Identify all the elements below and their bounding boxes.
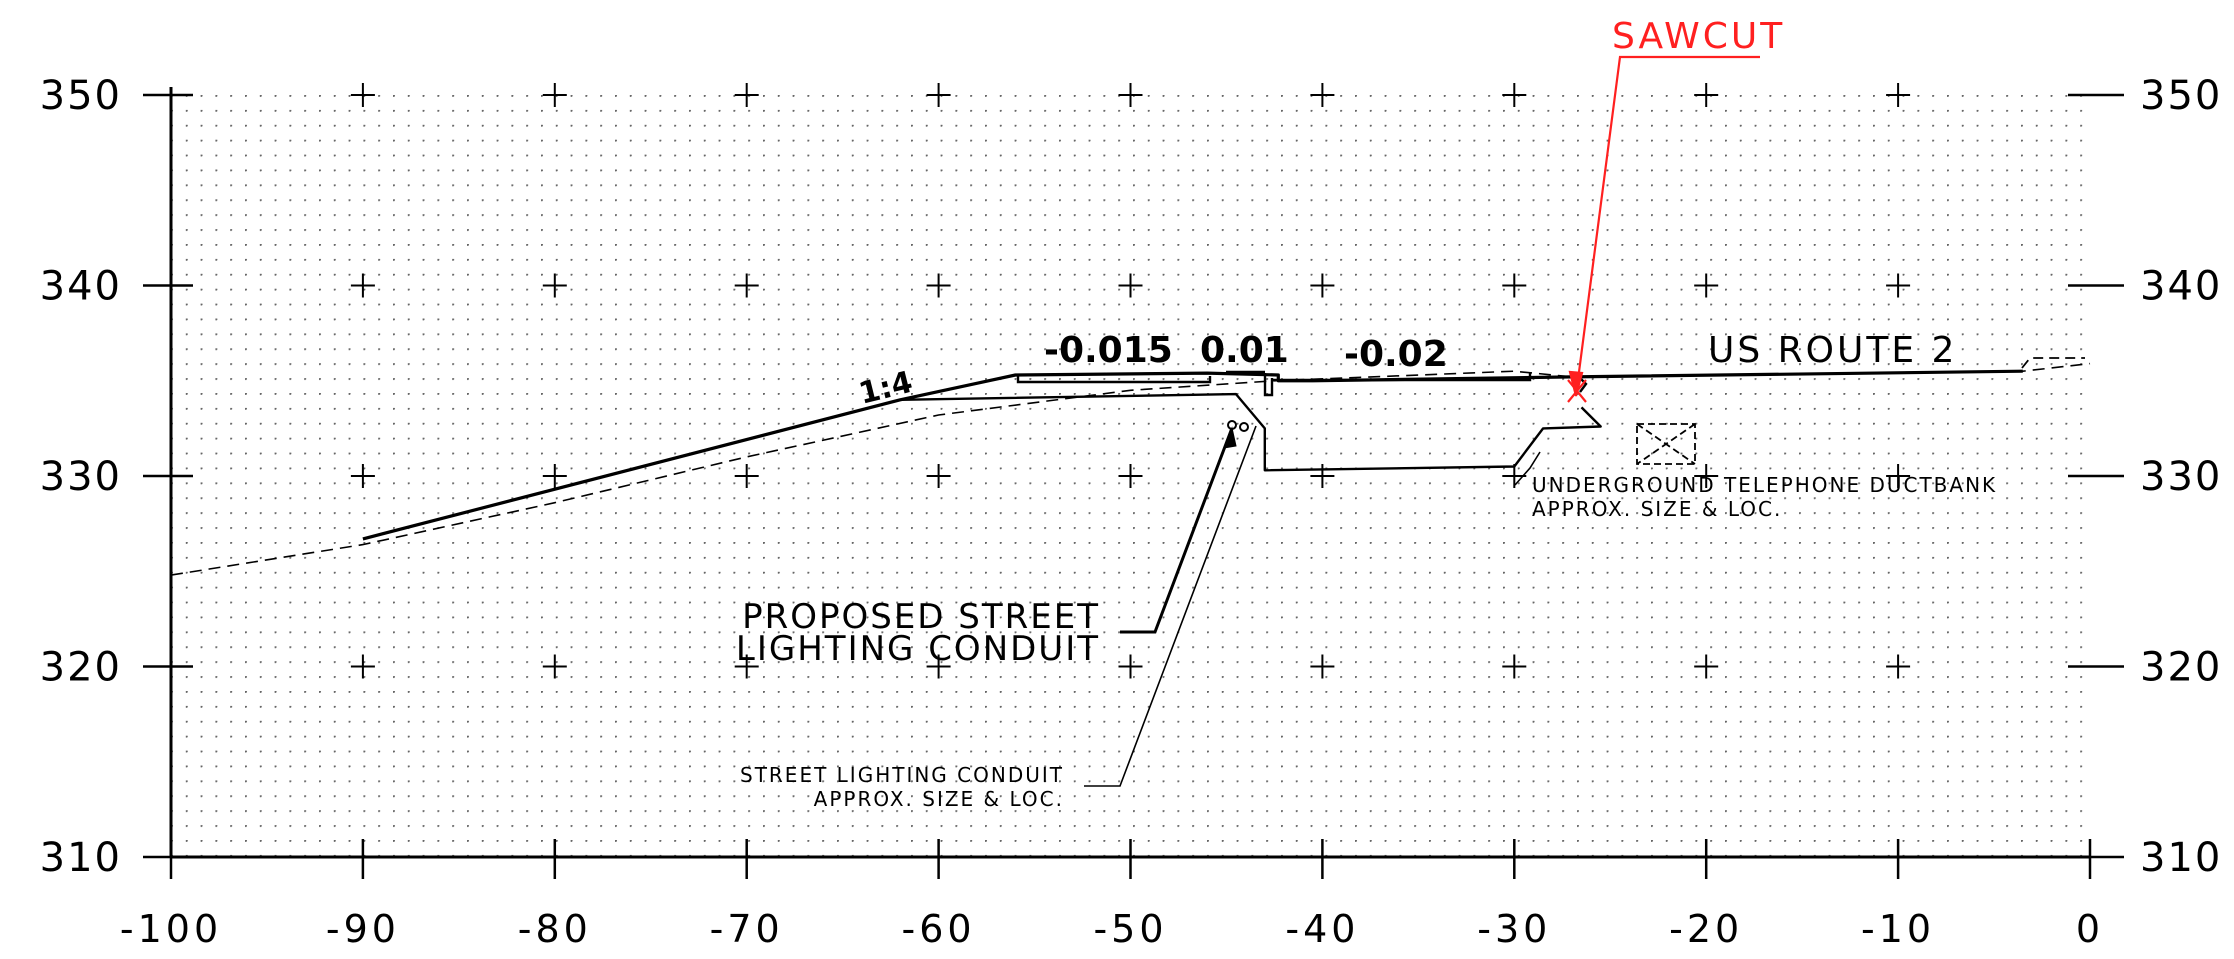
grid-cross bbox=[1118, 464, 1143, 488]
x-tick-label: -20 bbox=[1669, 907, 1743, 951]
slope-label: -0.02 bbox=[1344, 334, 1448, 375]
y-tick-label-right: 320 bbox=[2140, 645, 2222, 691]
existing-conduit-label-line1: STREET LIGHTING CONDUIT bbox=[740, 763, 1064, 787]
x-tick-label: -90 bbox=[326, 907, 400, 951]
grid-cross bbox=[1118, 654, 1143, 679]
grid-cross bbox=[1310, 654, 1335, 679]
grid-cross bbox=[1118, 273, 1143, 298]
grid-cross bbox=[1502, 83, 1527, 107]
x-axis-ticks bbox=[169, 839, 2092, 879]
ductbank-symbol bbox=[1636, 423, 1696, 465]
grid-cross bbox=[1694, 654, 1719, 679]
proposed-conduit-label-line2: LIGHTING CONDUIT bbox=[736, 629, 1100, 669]
grid-cross bbox=[1502, 273, 1527, 298]
grid-cross bbox=[1502, 654, 1527, 679]
grid-cross bbox=[1694, 464, 1719, 488]
y-axis-tick-labels-right: 310 320 330 340 350 bbox=[2140, 73, 2222, 881]
y-tick-label-right: 350 bbox=[2140, 73, 2222, 119]
grid-crosses bbox=[350, 83, 1911, 679]
grid-cross bbox=[542, 83, 567, 107]
grid-cross bbox=[1886, 83, 1911, 107]
y-axis-tick-labels-left: 310 320 330 340 350 bbox=[40, 73, 122, 881]
leader-lines bbox=[1084, 425, 1541, 787]
grid-cross bbox=[542, 464, 567, 488]
route-label: US ROUTE 2 bbox=[1708, 330, 1957, 371]
grid-cross bbox=[542, 273, 567, 298]
grid-cross bbox=[1118, 83, 1143, 107]
grid-cross bbox=[1886, 654, 1911, 679]
ductbank-label-line2: APPROX. SIZE & LOC. bbox=[1532, 497, 1782, 521]
grid-cross bbox=[926, 464, 951, 488]
proposed-section-line bbox=[362, 369, 2023, 541]
y-tick-label-right: 330 bbox=[2140, 454, 2222, 500]
slope-label: 0.01 bbox=[1200, 330, 1289, 371]
sawcut-label: SAWCUT bbox=[1612, 16, 1785, 57]
curb-detail bbox=[1016, 357, 2085, 397]
grid-cross bbox=[542, 654, 567, 679]
existing-ground-line bbox=[170, 362, 2091, 576]
x-tick-label: -10 bbox=[1861, 907, 1935, 951]
grid-cross bbox=[1886, 273, 1911, 298]
y-tick-label-left: 350 bbox=[40, 73, 122, 119]
grid-cross bbox=[350, 83, 375, 107]
ductbank-label-line1: UNDERGROUND TELEPHONE DUCTBANK bbox=[1532, 473, 1997, 497]
grid-cross bbox=[1310, 83, 1335, 107]
x-axis-tick-labels: -100 -90 -80 -70 -60 -50 -40 -30 -20 -10 0 bbox=[120, 907, 2104, 951]
grid-cross bbox=[926, 654, 951, 679]
x-tick-label: -60 bbox=[902, 907, 976, 951]
grid-cross bbox=[734, 654, 759, 679]
y-tick-label-right: 310 bbox=[2140, 835, 2222, 881]
grid-cross bbox=[350, 464, 375, 488]
grid-cross bbox=[1694, 273, 1719, 298]
y-tick-label-left: 330 bbox=[40, 454, 122, 500]
proposed-conduit-label-line1: PROPOSED STREET bbox=[742, 597, 1100, 637]
y-tick-label-left: 320 bbox=[40, 645, 122, 691]
y-tick-label-left: 310 bbox=[40, 835, 122, 881]
x-tick-label: -30 bbox=[1477, 907, 1551, 951]
y-tick-label-left: 340 bbox=[40, 264, 122, 310]
grid-cross bbox=[1694, 83, 1719, 107]
x-tick-label: 0 bbox=[2076, 907, 2104, 951]
grid-cross bbox=[926, 273, 951, 298]
grid-cross bbox=[350, 273, 375, 298]
y-axis-ticks bbox=[143, 93, 2124, 859]
y-tick-label-right: 340 bbox=[2140, 264, 2222, 310]
grid-cross bbox=[1310, 464, 1335, 488]
grid-cross bbox=[926, 83, 951, 107]
x-tick-label: -100 bbox=[120, 907, 222, 951]
grid-cross bbox=[734, 464, 759, 488]
existing-conduit-label-line2: APPROX. SIZE & LOC. bbox=[814, 787, 1064, 811]
sawcut-leader bbox=[1567, 55, 1760, 403]
x-tick-label: -40 bbox=[1285, 907, 1359, 951]
x-tick-label: -70 bbox=[710, 907, 784, 951]
grid-cross bbox=[734, 83, 759, 107]
grid-cross bbox=[1310, 273, 1335, 298]
grid-cross bbox=[350, 654, 375, 679]
grid-cross bbox=[734, 273, 759, 298]
x-tick-label: -50 bbox=[1093, 907, 1167, 951]
slope-label: -0.015 bbox=[1044, 330, 1173, 371]
x-tick-label: -80 bbox=[518, 907, 592, 951]
subgrade-line bbox=[900, 392, 1602, 472]
grid-cross bbox=[1886, 464, 1911, 488]
